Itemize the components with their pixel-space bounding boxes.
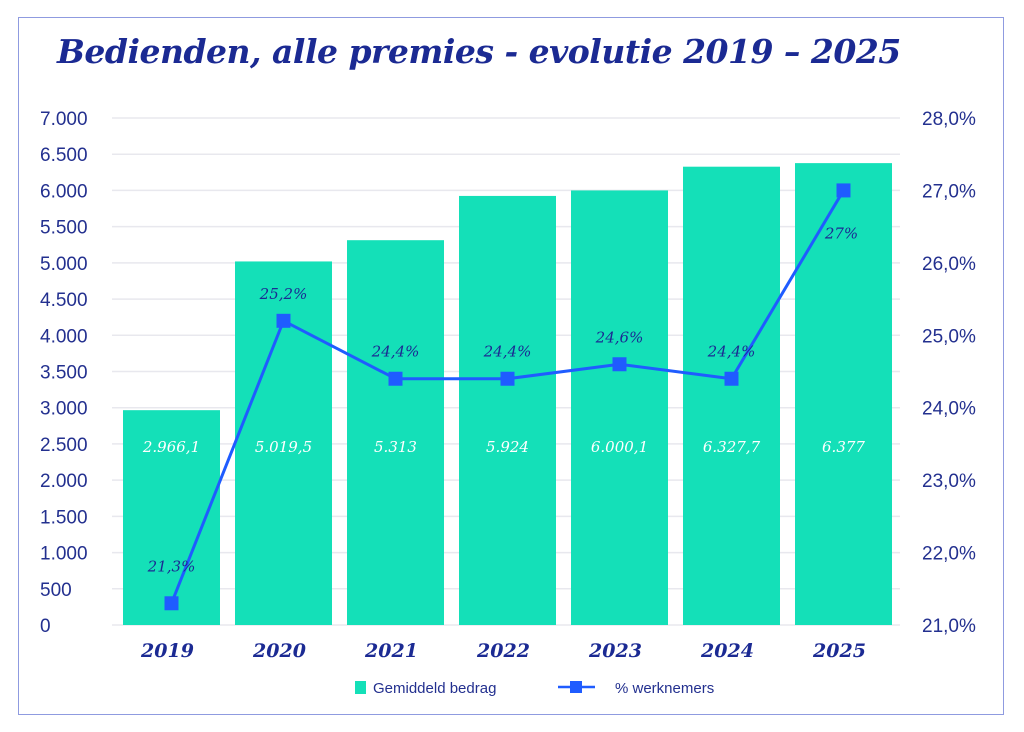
line-point-2020 xyxy=(276,313,291,328)
right-axis-tick: 22,0% xyxy=(922,544,976,565)
left-axis-tick: 6.500 xyxy=(40,145,88,166)
left-axis-tick: 3.500 xyxy=(40,363,88,384)
line-point-2023 xyxy=(612,357,627,372)
x-axis-tick: 2025 xyxy=(812,640,866,662)
legend-line-label: % werknemers xyxy=(615,680,714,697)
left-axis-tick: 6.000 xyxy=(40,181,88,202)
left-axis-tick: 3.000 xyxy=(40,399,88,420)
bar-2025 xyxy=(795,163,892,626)
bar-2022 xyxy=(459,195,556,625)
bar-value-label: 5.019,5 xyxy=(255,438,312,456)
left-axis-tick: 4.500 xyxy=(40,290,88,311)
bar-2024 xyxy=(683,166,780,625)
chart-title: Bedienden, alle premies - evolutie 2019 … xyxy=(57,32,901,71)
left-axis-tick: 1.000 xyxy=(40,544,88,565)
left-axis-tick: 7.000 xyxy=(40,109,88,130)
line-point-2019 xyxy=(164,596,179,611)
right-axis-tick: 27,0% xyxy=(922,181,976,202)
bar-2023 xyxy=(571,190,668,625)
left-axis-tick: 5.000 xyxy=(40,254,88,275)
chart-frame xyxy=(18,17,1004,715)
bar-value-label: 2.966,1 xyxy=(142,438,200,456)
left-axis-tick: 2.000 xyxy=(40,471,88,492)
line-value-label: 24,4% xyxy=(707,343,756,361)
left-axis-tick: 4.000 xyxy=(40,326,88,347)
line-point-2025 xyxy=(836,183,851,198)
line-value-label: 24,6% xyxy=(595,328,644,346)
x-axis-tick: 2022 xyxy=(476,640,530,662)
x-axis-tick: 2019 xyxy=(140,640,194,662)
left-axis-tick: 500 xyxy=(40,580,72,601)
line-value-label: 25,2% xyxy=(259,285,308,303)
line-point-2022 xyxy=(500,371,515,386)
line-value-label: 24,4% xyxy=(371,343,420,361)
line-value-label: 21,3% xyxy=(147,557,196,575)
line-point-2021 xyxy=(388,371,403,386)
bar-2019 xyxy=(123,410,220,625)
line-point-2024 xyxy=(724,371,739,386)
right-axis-tick: 25,0% xyxy=(922,326,976,347)
bar-value-label: 6.327,7 xyxy=(703,438,761,456)
right-axis-tick: 24,0% xyxy=(922,399,976,420)
legend-bar-swatch xyxy=(355,681,366,694)
legend-line-marker xyxy=(570,681,582,693)
left-axis-tick: 1.500 xyxy=(40,507,88,528)
bar-2021 xyxy=(347,240,444,625)
bar-value-label: 5.924 xyxy=(486,438,529,456)
x-axis-tick: 2021 xyxy=(364,640,418,662)
right-axis-tick: 28,0% xyxy=(922,109,976,130)
right-axis-tick: 23,0% xyxy=(922,471,976,492)
right-axis-tick: 26,0% xyxy=(922,254,976,275)
x-axis-tick: 2024 xyxy=(700,640,754,662)
legend-bar-label: Gemiddeld bedrag xyxy=(373,680,496,697)
line-value-label: 27% xyxy=(824,224,858,242)
bar-value-label: 6.000,1 xyxy=(591,438,648,456)
line-value-label: 24,4% xyxy=(483,343,532,361)
left-axis-tick: 0 xyxy=(40,616,51,637)
x-axis-tick: 2023 xyxy=(588,640,642,662)
x-axis-tick: 2020 xyxy=(252,640,306,662)
left-axis-tick: 2.500 xyxy=(40,435,88,456)
bar-value-label: 6.377 xyxy=(822,438,865,456)
right-axis-tick: 21,0% xyxy=(922,616,976,637)
left-axis-tick: 5.500 xyxy=(40,218,88,239)
bar-value-label: 5.313 xyxy=(374,438,417,456)
